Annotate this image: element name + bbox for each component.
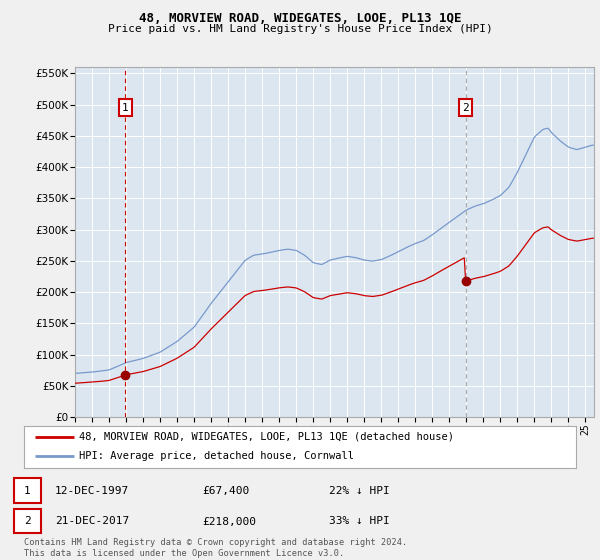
Text: 22% ↓ HPI: 22% ↓ HPI bbox=[329, 486, 389, 496]
Text: £218,000: £218,000 bbox=[202, 516, 256, 526]
Text: 2: 2 bbox=[24, 516, 31, 526]
Text: Contains HM Land Registry data © Crown copyright and database right 2024.
This d: Contains HM Land Registry data © Crown c… bbox=[24, 538, 407, 558]
Text: 48, MORVIEW ROAD, WIDEGATES, LOOE, PL13 1QE (detached house): 48, MORVIEW ROAD, WIDEGATES, LOOE, PL13 … bbox=[79, 432, 454, 442]
Text: 2: 2 bbox=[462, 103, 469, 113]
Text: 12-DEC-1997: 12-DEC-1997 bbox=[55, 486, 130, 496]
FancyBboxPatch shape bbox=[14, 508, 41, 533]
Text: 1: 1 bbox=[24, 486, 31, 496]
Text: Price paid vs. HM Land Registry's House Price Index (HPI): Price paid vs. HM Land Registry's House … bbox=[107, 24, 493, 34]
Text: 33% ↓ HPI: 33% ↓ HPI bbox=[329, 516, 389, 526]
FancyBboxPatch shape bbox=[14, 478, 41, 503]
Text: 21-DEC-2017: 21-DEC-2017 bbox=[55, 516, 130, 526]
Text: 1: 1 bbox=[122, 103, 129, 113]
Text: 48, MORVIEW ROAD, WIDEGATES, LOOE, PL13 1QE: 48, MORVIEW ROAD, WIDEGATES, LOOE, PL13 … bbox=[139, 12, 461, 25]
Text: £67,400: £67,400 bbox=[202, 486, 250, 496]
Text: HPI: Average price, detached house, Cornwall: HPI: Average price, detached house, Corn… bbox=[79, 451, 354, 461]
